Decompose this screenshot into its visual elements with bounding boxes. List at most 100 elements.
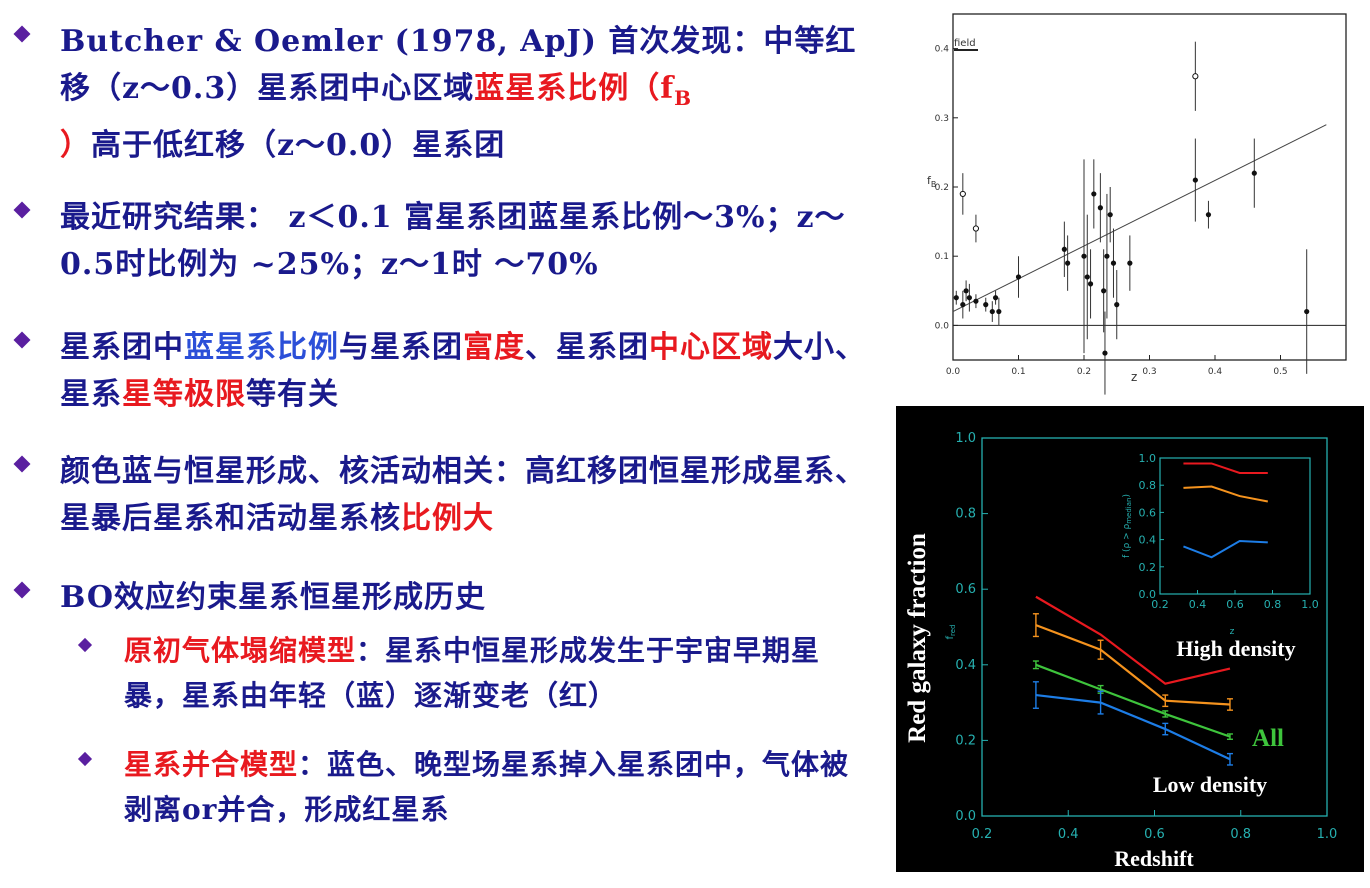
highlight-red-text: 星系并合模型 — [124, 748, 299, 781]
y-tick-label: 0.6 — [955, 582, 976, 597]
text-run: 、星系团 — [525, 330, 649, 365]
data-point-filled — [1061, 246, 1067, 252]
data-point-filled — [963, 288, 969, 294]
inset-y-tick-label: 1.0 — [1139, 452, 1157, 465]
bullet-diamond-icon — [77, 637, 93, 653]
subscript: B — [674, 86, 693, 110]
text-run: 等有关 — [246, 377, 339, 412]
red-fraction-svg: 0.2 0.4 0.6 0.8 1.00.00.20.40.60.81.0 0.2 0.4… — [904, 431, 1337, 871]
highlight-red-text: 原初气体塌缩模型 — [124, 634, 357, 667]
data-point-filled — [1192, 177, 1198, 183]
inset-y-tick-label: 0.4 — [1139, 534, 1157, 547]
y-tick-label: 0.0 — [935, 321, 950, 331]
data-point-filled — [960, 302, 966, 308]
data-point-filled — [996, 308, 1002, 315]
text-run: 最近研究结果： z＜0.1 富星系团蓝星系比例～3%；z～0.5时比例为 ~25… — [60, 200, 846, 282]
text-run: 星系团中 — [60, 330, 184, 365]
x-tick-label: 0.6 — [1144, 827, 1165, 842]
data-point-filled — [1114, 302, 1120, 308]
inset-series-line — [1183, 485, 1269, 503]
inset-axis-ticks: 0.2 0.4 0.6 0.8 1.00.00.20.40.60.81.0 — [1139, 452, 1319, 611]
highlight-red-text: 富度 — [463, 330, 525, 365]
axis-ticks: 0.0 0.1 0.2 0.3 0.4 0.5 0.0 0.1 0.2 0.3 0.4 — [935, 45, 1288, 377]
data-point-filled — [1084, 274, 1090, 280]
axis-ticks: 0.2 0.4 0.6 0.8 1.00.00.20.40.60.81.0 — [955, 431, 1337, 842]
data-point-filled — [1205, 212, 1212, 218]
bullet-diamond-icon — [13, 455, 31, 473]
data-point-open — [972, 225, 980, 232]
inset-series-line — [1183, 462, 1268, 474]
fit-line — [952, 124, 1327, 313]
x-tick-label: 0.1 — [1011, 367, 1025, 377]
y-axis-label: fB — [927, 174, 936, 189]
x-tick-label: 0.8 — [1230, 827, 1251, 842]
x-tick-label: 0.2 — [972, 827, 993, 842]
data-point-filled — [992, 295, 999, 301]
inset-y-tick-label: 0.6 — [1139, 506, 1157, 519]
text-run: 与星系团 — [339, 330, 463, 365]
data-point-filled — [1251, 170, 1257, 176]
highlight-red-text: 星等极限 — [122, 377, 246, 412]
bullet-diamond-icon — [77, 751, 93, 767]
data-point-filled — [1127, 260, 1133, 266]
bullet-text: 星系并合模型：蓝色、晚型场星系掉入星系团中，气体被剥离or并合，形成红星系 — [124, 742, 864, 832]
inset-y-tick-label: 0.0 — [1139, 588, 1157, 601]
data-point-filled — [989, 308, 995, 315]
inset-x-tick-label: 0.6 — [1226, 598, 1244, 611]
highlight-blue-text: 蓝星系比例 — [184, 330, 339, 365]
data-point-filled — [1104, 253, 1110, 259]
inset-x-label: z — [1230, 627, 1235, 637]
data-point-filled — [1107, 212, 1113, 218]
data-point-filled — [1101, 288, 1107, 294]
y-tick-label: 0.1 — [935, 252, 949, 262]
inset-y-tick-label: 0.8 — [1139, 479, 1157, 492]
fit-line-group — [952, 124, 1327, 313]
data-point-open — [1192, 73, 1199, 80]
text-run: ） — [60, 128, 91, 163]
y-tick-label: 0.4 — [935, 45, 950, 55]
bullet-text: BO效应约束星系恒星形成历史 — [60, 574, 870, 621]
y-sub-f: f — [945, 636, 956, 640]
data-point-filled — [1081, 253, 1087, 259]
y-axis-sublabel: fred — [945, 624, 957, 639]
highlight-red-text: 比例大 — [401, 501, 494, 536]
label-high-density: High density — [1176, 636, 1295, 661]
bullet-diamond-icon — [13, 581, 31, 599]
data-point-filled — [1110, 260, 1117, 266]
inset-y-label-main: f (ρ > ρ — [1122, 523, 1132, 558]
label-low-density: Low density — [1153, 772, 1267, 797]
data-point-open — [959, 190, 966, 198]
inset-y-label-end: ) — [1122, 494, 1132, 498]
bullet-diamond-icon — [13, 201, 31, 219]
y-tick-label: 0.0 — [955, 809, 976, 824]
data-points — [953, 41, 1310, 395]
bo-plot-svg: 0.0 0.1 0.2 0.3 0.4 0.50.00.10.20.30.4 field … — [927, 13, 1347, 395]
x-axis-label: Redshift — [1114, 846, 1194, 871]
data-point-filled — [983, 302, 989, 308]
text-run: 颜色蓝与恒星形成、核活动相关：高红移团恒星形成星系、星暴后星系和活动星系核 — [60, 454, 866, 536]
data-point-filled — [1091, 191, 1097, 197]
highlight-red-text: 中心区域 — [649, 330, 773, 365]
y-label-f: f — [927, 174, 932, 187]
y-tick-label: 0.3 — [935, 114, 949, 124]
inset-data-series — [1183, 462, 1269, 559]
series-line — [1035, 624, 1231, 706]
plot-frame — [981, 437, 1328, 817]
series-line — [1035, 663, 1231, 738]
legend-label: field — [954, 38, 976, 49]
y-sub-red: red — [949, 624, 957, 635]
inset-x-tick-label: 0.2 — [1151, 598, 1169, 611]
inset-frame — [1159, 457, 1311, 595]
inset-y-label-sub: median — [1125, 498, 1133, 524]
bullet-text: 最近研究结果： z＜0.1 富星系团蓝星系比例～3%；z～0.5时比例为 ~25… — [60, 194, 870, 288]
text-run: 大小、星系 — [60, 330, 866, 412]
text-run: Butcher & Oemler (1978, ApJ) 首次发现：中等红移（z… — [60, 24, 857, 106]
data-point-filled — [966, 295, 972, 301]
x-tick-label: 0.0 — [946, 367, 961, 377]
data-point-filled — [953, 295, 959, 301]
y-tick-label: 0.2 — [935, 183, 949, 193]
label-all: All — [1252, 725, 1284, 752]
y-label-sub: B — [931, 180, 937, 189]
x-tick-label: 1.0 — [1317, 827, 1338, 842]
